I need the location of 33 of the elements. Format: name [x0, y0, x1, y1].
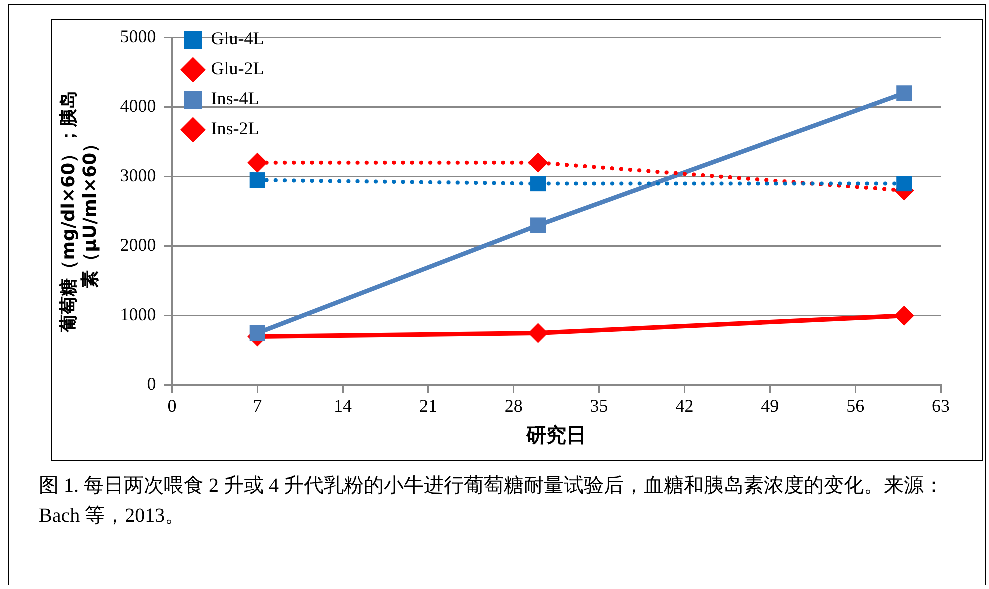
- point: [250, 325, 266, 342]
- x-tick-label: 7: [253, 396, 262, 416]
- x-tick-label: 35: [590, 396, 608, 416]
- x-tick-label: 0: [168, 396, 177, 416]
- caption: 图 1. 每日两次喂食 2 升或 4 升代乳粉的小牛进行葡萄糖耐量试验后，血糖和胰岛素浓度的变化。来源：Bach 等，2013。: [39, 474, 945, 529]
- x-tick-label: 21: [419, 396, 438, 416]
- y-tick-label: 2000: [120, 235, 156, 256]
- x-tick-label: 28: [504, 396, 523, 416]
- legend-label: Ins-4L: [211, 88, 260, 109]
- point: [530, 218, 546, 234]
- point: [894, 306, 914, 326]
- y-axis-title: 葡萄糖（mg/dl×60）；胰岛素（μU/ml×60）: [58, 90, 102, 334]
- x-tick-label: 56: [846, 396, 865, 416]
- x-tick-label: 42: [676, 396, 694, 416]
- point: [528, 152, 548, 173]
- y-tick-label: 1000: [120, 304, 156, 325]
- y-tick-label: 5000: [120, 26, 156, 47]
- legend-label: Ins-2L: [211, 118, 260, 139]
- point: [250, 172, 266, 188]
- point: [896, 176, 912, 192]
- y-tick-label: 3000: [120, 166, 156, 186]
- point: [530, 176, 546, 192]
- y-tick-label: 4000: [120, 96, 156, 116]
- x-tick-label: 63: [932, 396, 950, 416]
- legend-label: Glu-2L: [211, 58, 264, 79]
- y-tick-label: 0: [147, 374, 156, 394]
- legend-label: Glu-4L: [211, 28, 264, 49]
- x-tick-label: 14: [334, 396, 352, 416]
- point: [528, 323, 548, 344]
- point: [896, 86, 912, 102]
- x-axis-title: 研究日: [526, 423, 587, 448]
- x-tick-label: 49: [761, 396, 780, 416]
- point: [248, 152, 268, 173]
